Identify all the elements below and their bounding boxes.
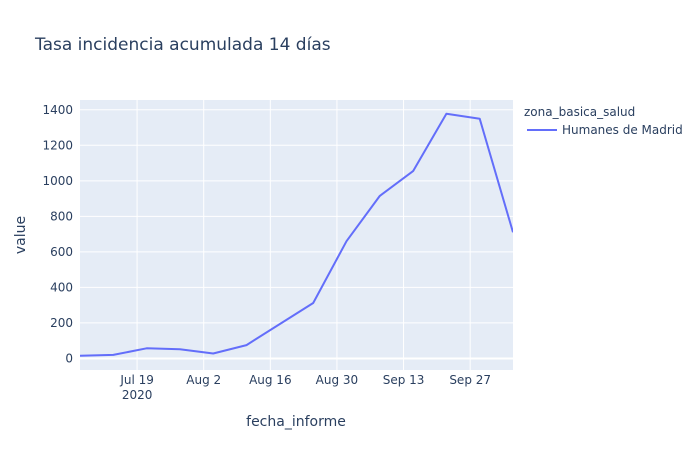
x-tick-label: Aug 2 (186, 373, 221, 387)
plot-area (80, 100, 513, 370)
series-line-0[interactable] (80, 112, 513, 357)
legend-item-label[interactable]: Humanes de Madrid (562, 123, 683, 137)
y-tick-label: 800 (50, 209, 73, 223)
y-axis-ticks: 0 200 400 600 800 1000 1200 1400 (42, 103, 73, 366)
y-tick-label: 1400 (42, 103, 73, 117)
x-tick-label: Sep 27 (449, 373, 491, 387)
x-tick-label: Aug 16 (249, 373, 292, 387)
legend[interactable]: zona_basica_salud Humanes de Madrid (524, 105, 683, 137)
chart-title: Tasa incidencia acumulada 14 días (34, 35, 331, 55)
y-tick-label: 1200 (42, 138, 73, 152)
y-tick-label: 1000 (42, 174, 73, 188)
y-tick-label: 200 (50, 316, 73, 330)
x-axis-title: fecha_informe (246, 414, 346, 430)
x-tick-label: Jul 19 (119, 373, 154, 387)
y-tick-label: 0 (65, 351, 73, 365)
legend-title: zona_basica_salud (524, 105, 635, 119)
grid (80, 100, 513, 370)
x-tick-label: Aug 30 (316, 373, 359, 387)
series-layer (80, 112, 513, 357)
y-tick-label: 600 (50, 245, 73, 259)
x-tick-label: Sep 13 (383, 373, 425, 387)
y-tick-label: 400 (50, 280, 73, 294)
y-axis-title: value (13, 216, 29, 254)
x-tick-sublabel: 2020 (122, 388, 153, 402)
